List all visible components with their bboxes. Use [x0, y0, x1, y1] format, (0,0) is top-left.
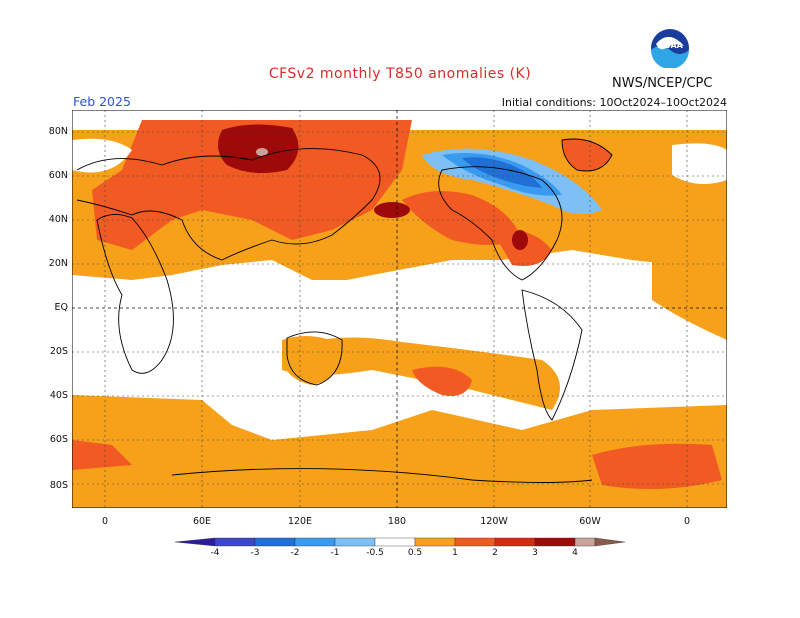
- lat-label: 80S: [49, 480, 68, 491]
- lon-label: 0: [683, 516, 691, 527]
- lat-label: EQ: [54, 302, 68, 313]
- lat-label: 60N: [48, 170, 68, 181]
- colorbar-label: -2: [290, 548, 300, 558]
- coastlines: [76, 138, 613, 483]
- lat-label: 20N: [48, 258, 68, 269]
- lon-label: 120W: [480, 516, 508, 527]
- colorbar-label: -4: [210, 548, 220, 558]
- forecast-month: Feb 2025: [73, 94, 131, 109]
- lat-label: 40N: [48, 214, 68, 225]
- colorbar: [175, 537, 625, 547]
- colorbar-label: -3: [250, 548, 260, 558]
- siberia-hot: [218, 124, 299, 174]
- colorbar-label: 2: [492, 548, 498, 558]
- lat-label: 40S: [49, 390, 68, 401]
- southern-ocean-warm: [72, 395, 727, 508]
- lon-label: 0: [101, 516, 109, 527]
- lat-label: 60S: [49, 434, 68, 445]
- svg-text:NOAA: NOAA: [657, 41, 683, 50]
- colorbar-label: 3: [532, 548, 538, 558]
- colorbar-label: 0.5: [407, 548, 423, 558]
- colorbar-label: -1: [330, 548, 340, 558]
- chart-title: CFSv2 monthly T850 anomalies (K): [268, 66, 532, 82]
- lon-label: 120E: [287, 516, 313, 527]
- colorbar-label: -0.5: [366, 548, 384, 558]
- lon-label: 180: [387, 516, 407, 527]
- lat-label: 80N: [48, 126, 68, 137]
- initial-conditions: Initial conditions: 10Oct2024–10Oct2024: [501, 96, 727, 109]
- colorbar-label: 4: [572, 548, 578, 558]
- agency-label: NWS/NCEP/CPC: [612, 76, 713, 91]
- eurasia-warm: [92, 120, 412, 250]
- noaa-logo-icon: NOAA: [651, 29, 689, 68]
- colorbar-label: 1: [452, 548, 458, 558]
- lat-label: 20S: [49, 346, 68, 357]
- anomaly-map: [72, 110, 727, 508]
- lon-label: 60W: [579, 516, 601, 527]
- lon-label: 60E: [192, 516, 212, 527]
- graticule: [72, 110, 727, 508]
